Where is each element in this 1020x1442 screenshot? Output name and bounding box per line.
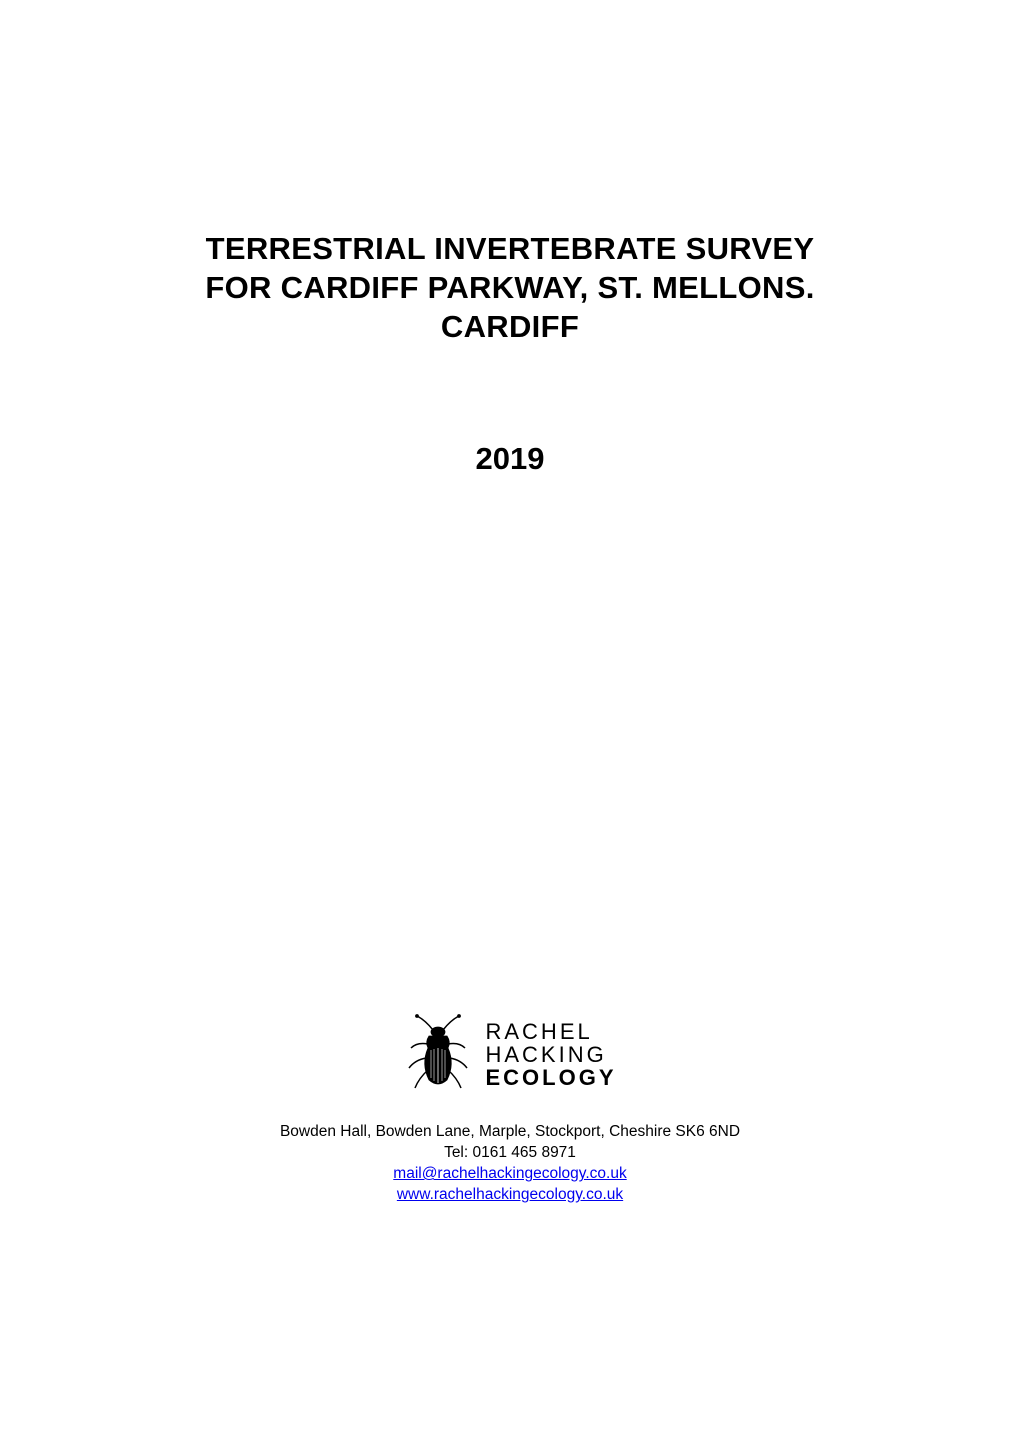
contact-website-line: www.rachelhackingecology.co.uk <box>120 1185 900 1206</box>
logo-text-line-3: ECOLOGY <box>485 1066 616 1089</box>
contact-email-link[interactable]: mail@rachelhackingecology.co.uk <box>393 1165 626 1182</box>
document-year: 2019 <box>120 441 900 477</box>
document-title: TERRESTRIAL INVERTEBRATE SURVEY FOR CARD… <box>120 230 900 346</box>
title-line-2: FOR CARDIFF PARKWAY, ST. MELLONS. <box>120 269 900 308</box>
contact-tel: Tel: 0161 465 8971 <box>120 1143 900 1164</box>
title-line-3: CARDIFF <box>120 308 900 347</box>
contact-email-line: mail@rachelhackingecology.co.uk <box>120 1164 900 1185</box>
company-logo: RACHEL HACKING ECOLOGY <box>403 1012 616 1097</box>
logo-text-line-1: RACHEL <box>485 1020 616 1043</box>
contact-info: Bowden Hall, Bowden Lane, Marple, Stockp… <box>120 1122 900 1206</box>
title-line-1: TERRESTRIAL INVERTEBRATE SURVEY <box>120 230 900 269</box>
contact-website-link[interactable]: www.rachelhackingecology.co.uk <box>397 1186 623 1203</box>
page-container: TERRESTRIAL INVERTEBRATE SURVEY FOR CARD… <box>0 0 1020 1442</box>
logo-text-line-2: HACKING <box>485 1043 616 1066</box>
beetle-icon <box>403 1012 473 1097</box>
year-value: 2019 <box>120 441 900 477</box>
contact-address: Bowden Hall, Bowden Lane, Marple, Stockp… <box>120 1122 900 1143</box>
logo-text: RACHEL HACKING ECOLOGY <box>485 1020 616 1089</box>
